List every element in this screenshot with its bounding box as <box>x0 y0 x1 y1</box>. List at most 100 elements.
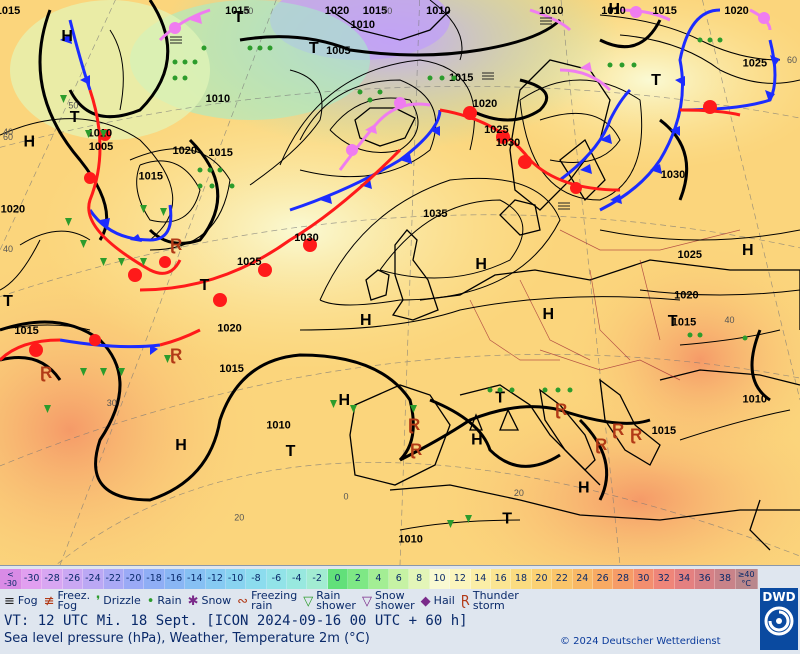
temperature-swatch: 36 <box>694 569 716 589</box>
graticule-label: 30 <box>107 398 117 408</box>
isobar-label: 1015 <box>219 363 243 375</box>
temperature-swatch: -6 <box>266 569 288 589</box>
high-pressure-label: H <box>23 133 35 150</box>
isobar-label: 1030 <box>496 137 520 149</box>
isobar-label: 1030 <box>661 169 685 181</box>
weather-symbols <box>44 37 748 528</box>
isobar-label: 1010 <box>601 5 625 17</box>
temperature-swatch: -20 <box>123 569 145 589</box>
warm-front-bumps <box>29 100 717 357</box>
svg-text:Ɽ: Ɽ <box>410 440 422 459</box>
temperature-swatch: 16 <box>490 569 512 589</box>
map-description: Sea level pressure (hPa), Weather, Tempe… <box>4 631 370 646</box>
temperature-swatch: 30 <box>633 569 655 589</box>
graticule-label: 0 <box>343 492 348 502</box>
isobar-label: 1020 <box>1 204 25 216</box>
high-pressure-label: H <box>742 242 754 259</box>
temperature-swatch: 4 <box>368 569 390 589</box>
high-pressure-label: H <box>175 437 187 454</box>
isobar-label: 1020 <box>674 290 698 302</box>
graticule-label: 60 <box>243 6 253 16</box>
hail-icon: ◆ <box>420 593 431 609</box>
isobar-label: 1020 <box>473 98 497 110</box>
isobar-label: 1010 <box>88 128 112 140</box>
graticule-label: 60 <box>3 132 13 142</box>
isobar-label: 1015 <box>14 325 38 337</box>
isobar-label: 1005 <box>89 141 113 153</box>
temperature-swatch: -28 <box>42 569 63 589</box>
temperature-swatch: -30 <box>22 569 43 589</box>
temperature-swatch: 10 <box>429 569 451 589</box>
drizzle-icon: ❜ <box>96 593 101 609</box>
weather-legend-item: ❜ Drizzle <box>96 590 141 612</box>
mild-region-center <box>40 90 560 370</box>
temperature-swatch: ≥40 °C <box>735 569 758 589</box>
temperature-swatch: 12 <box>450 569 471 589</box>
temperature-swatch: 20 <box>531 569 553 589</box>
weather-legend-label: Freezing rain <box>251 589 298 612</box>
high-pressure-label: H <box>360 312 372 329</box>
snow-shower-icon: ▽ <box>361 593 372 609</box>
low-pressure-label: T <box>668 313 678 330</box>
graticule-label: 20 <box>514 488 524 498</box>
temperature-swatch: 22 <box>552 569 573 589</box>
svg-text:Ɽ: Ɽ <box>612 420 624 439</box>
isobar-label: 1015 <box>652 425 676 437</box>
svg-text:Ɽ: Ɽ <box>170 235 182 254</box>
temperature-swatch: -12 <box>205 569 226 589</box>
weather-legend-label: Snow <box>201 594 232 607</box>
temperature-swatch: 24 <box>572 569 593 589</box>
isobar-label: 1025 <box>678 249 702 261</box>
low-pressure-label: T <box>70 109 80 126</box>
svg-text:Ɽ: Ɽ <box>170 345 182 364</box>
weather-legend-item: ◆ Hail <box>421 590 455 612</box>
weather-legend-item: ✱ Snow <box>188 590 232 612</box>
isobar-label: 1010 <box>426 5 450 17</box>
dwd-logo: DWD <box>760 588 798 650</box>
low-pressure-label: T <box>3 293 13 310</box>
isobars-bold <box>0 0 771 502</box>
isobar-label: 1015 <box>672 317 696 329</box>
low-pressure-label: T <box>651 72 661 89</box>
isobar-label: 1025 <box>484 124 508 136</box>
weather-legend-label: Hail <box>433 594 455 607</box>
low-pressure-label: T <box>495 390 505 407</box>
dwd-swirl-icon <box>764 606 794 636</box>
weather-legend-label: Rain <box>157 594 182 607</box>
temperature-swatch: < -30 <box>0 569 22 589</box>
graticule <box>0 0 800 565</box>
thunderstorm-symbols: ⱤⱤⱤ ⱤⱤⱤ ⱤⱤⱤ <box>40 235 642 459</box>
high-pressure-label: H <box>475 256 487 273</box>
isobar-labels: 1015101510101005102010201015101510201010… <box>0 5 767 545</box>
graticule-label: 70 <box>382 6 392 16</box>
weather-legend-label: Thunder storm <box>472 589 519 612</box>
weather-legend-item: ≢ Freez. Fog <box>44 590 91 612</box>
valid-time: VT: 12 UTC Mi. 18 Sept. [ICON 2024-09-16… <box>4 613 468 629</box>
rain-icon: • <box>146 593 155 609</box>
isobar-label: 1010 <box>539 5 563 17</box>
weather-legend-item: ▽ Rain shower <box>303 590 356 612</box>
isobar-label: 1015 <box>0 5 20 17</box>
legend-panel: < -30 -30 -28 -26 -24 -22 -20 -18 -16 -14 -12 -10 -8… <box>0 565 800 654</box>
svg-text:Ɽ: Ɽ <box>40 363 52 382</box>
logo-text: DWD <box>762 590 796 604</box>
isobar-label: 1020 <box>217 323 241 335</box>
isobar-label: 1010 <box>350 19 374 31</box>
isobar-label: 1015 <box>208 147 232 159</box>
isobar-label: 1005 <box>326 45 350 57</box>
graticule-label: 40 <box>3 127 13 137</box>
thunderstorm-icon: Ɽ <box>460 593 470 609</box>
occluded-front-symbols <box>169 6 770 156</box>
temperature-swatch: 18 <box>511 569 532 589</box>
weather-legend-label: Drizzle <box>103 594 141 607</box>
isobar-label: 1015 <box>652 5 676 17</box>
temperature-swatch: -2 <box>307 569 328 589</box>
temperature-swatch: -22 <box>103 569 124 589</box>
temperature-swatch: -18 <box>144 569 165 589</box>
rain-shower-icon: ▽ <box>303 593 314 609</box>
temperature-swatch: -8 <box>246 569 267 589</box>
low-pressure-label: T <box>286 443 296 460</box>
warm-region-balkans <box>560 240 800 480</box>
isobar-label: 1030 <box>294 232 318 244</box>
